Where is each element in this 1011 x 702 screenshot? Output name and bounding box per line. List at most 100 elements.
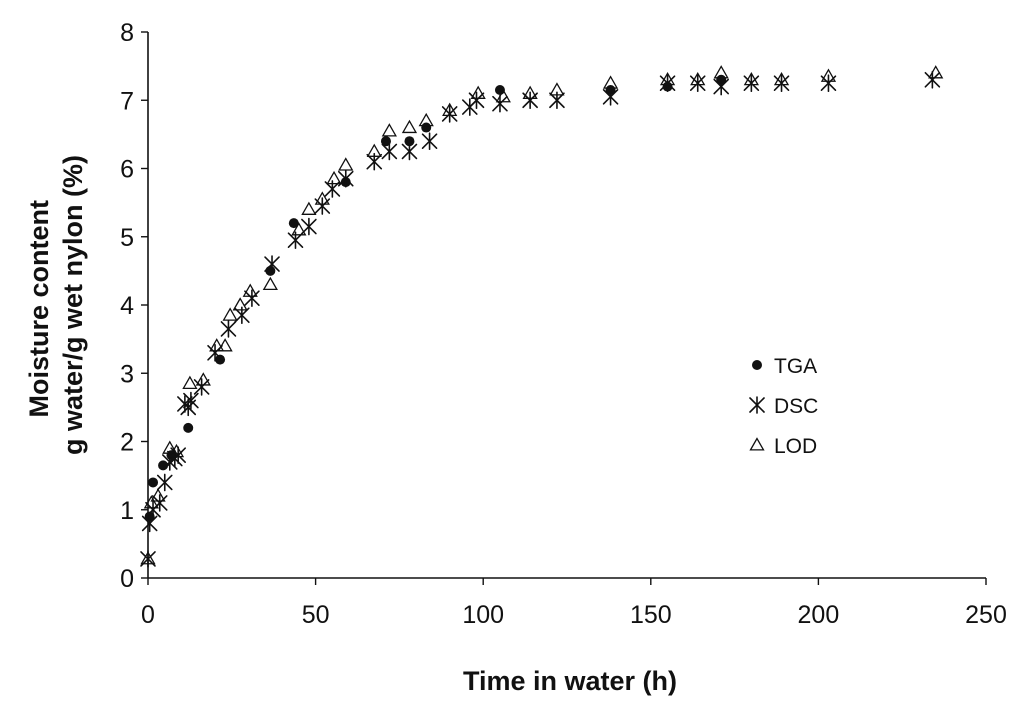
dsc-point [401, 142, 418, 161]
legend-label-dsc: DSC [774, 395, 818, 418]
dsc-point [492, 94, 508, 113]
tga-point [288, 218, 299, 229]
y-tick-label: 7 [120, 87, 134, 115]
legend-marker-lod [749, 437, 765, 451]
data-series [140, 65, 944, 568]
dsc-point [193, 378, 210, 396]
y-tick-label: 1 [120, 497, 134, 525]
legend-item-tga: TGA [752, 355, 817, 378]
lod-point [262, 276, 278, 291]
lod-point [150, 488, 166, 502]
lod-point [140, 551, 156, 565]
lod-point [442, 102, 458, 117]
tga-point [215, 354, 226, 365]
dsc-point [301, 217, 317, 236]
dsc-point [924, 70, 941, 89]
lod-point [195, 372, 211, 386]
dsc-point [337, 169, 354, 188]
dsc-point [141, 514, 158, 533]
dsc-point [773, 74, 790, 92]
lod-point [713, 65, 729, 79]
y-tick-label: 0 [120, 565, 134, 593]
legend-item-dsc: DSC [749, 395, 818, 418]
x-tick-label: 250 [965, 601, 1007, 629]
dsc-point [441, 105, 458, 123]
lod-point [773, 71, 790, 86]
lod-point [381, 123, 397, 137]
dsc-point [743, 74, 760, 92]
x-axis-title: Time in water (h) [463, 666, 677, 696]
dsc-point [659, 74, 676, 92]
x-tick-label: 200 [798, 601, 840, 629]
series-lod [140, 65, 944, 565]
series-dsc [140, 70, 941, 568]
legend-label-tga: TGA [774, 355, 817, 378]
y-tick-label: 8 [120, 19, 134, 47]
x-tick-label: 50 [302, 601, 330, 629]
lod-point [209, 338, 225, 352]
lod-point [291, 222, 307, 236]
tga-point [380, 136, 391, 147]
x-tick-label: 150 [630, 601, 672, 629]
lod-point [301, 201, 317, 215]
lod-point [222, 307, 238, 321]
lod-point [401, 119, 418, 134]
x-axis-ticks: 0 50 100 150 200 250 [141, 578, 1007, 629]
dsc-point [156, 473, 173, 492]
dsc-point [220, 320, 237, 338]
y-axis-title-line-2: g water/g wet nylon (%) [58, 155, 88, 455]
tga-point [421, 122, 432, 133]
lod-point [690, 71, 706, 86]
lod-point [743, 71, 759, 86]
dsc-point [183, 391, 199, 410]
dsc-point [264, 255, 280, 273]
x-tick-label: 0 [141, 601, 155, 629]
dsc-point [602, 88, 619, 106]
lod-point [314, 191, 330, 205]
y-tick-label: 6 [120, 156, 134, 184]
lod-point [928, 65, 944, 79]
dsc-point [689, 74, 706, 92]
lod-point [602, 75, 619, 89]
lod-point [366, 143, 382, 157]
y-tick-label: 3 [120, 360, 134, 388]
legend-marker-dsc [749, 396, 765, 414]
y-axis-title: Moisture content g water/g wet nylon (%) [24, 155, 88, 455]
lod-point [470, 85, 486, 99]
dsc-point [381, 142, 398, 161]
axes: 0 50 100 150 200 250 0 1 2 3 4 5 6 7 8 [120, 19, 1007, 629]
lod-point [182, 375, 198, 390]
tga-point [183, 422, 194, 433]
y-axis-title-line-1: Moisture content [24, 200, 54, 418]
lod-point [162, 440, 178, 454]
lod-point [217, 338, 233, 352]
x-tick-label: 100 [462, 601, 504, 629]
lod-point [522, 85, 538, 99]
tga-point [404, 136, 415, 147]
dsc-point [421, 132, 438, 150]
lod-point [659, 71, 676, 86]
legend-marker-tga [752, 360, 762, 370]
legend-label-lod: LOD [774, 435, 817, 458]
lod-point [418, 112, 434, 127]
lod-point [242, 283, 258, 297]
lod-point [326, 170, 342, 185]
lod-point [338, 157, 354, 171]
tga-point [148, 477, 159, 488]
legend-item-lod: LOD [749, 435, 817, 458]
tga-point [158, 460, 169, 471]
lod-point [168, 443, 185, 458]
lod-point [232, 297, 248, 311]
y-tick-label: 2 [120, 429, 134, 457]
series-tga [144, 74, 727, 522]
y-tick-label: 4 [120, 292, 134, 320]
lod-point [820, 68, 837, 82]
dsc-point [713, 77, 729, 96]
lod-point [143, 495, 159, 509]
tga-point [265, 265, 276, 276]
lod-point [495, 89, 511, 103]
dsc-point [244, 289, 260, 307]
legend: TGA DSC LOD [749, 355, 818, 458]
dsc-point [468, 91, 485, 110]
